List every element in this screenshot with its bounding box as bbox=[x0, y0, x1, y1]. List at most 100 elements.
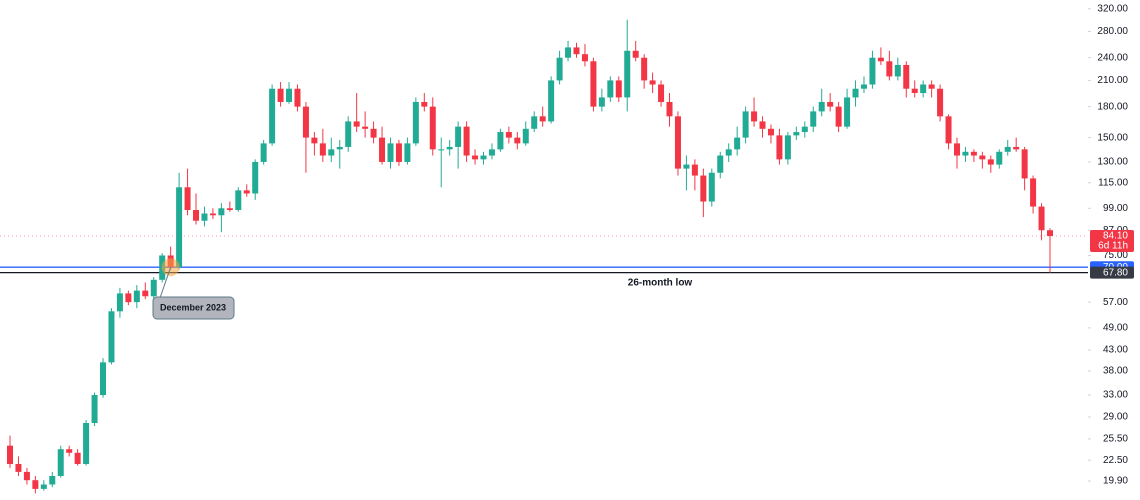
candle-body bbox=[658, 84, 665, 102]
candle-body bbox=[877, 57, 884, 62]
candle-body bbox=[336, 146, 343, 150]
candle-body bbox=[784, 135, 791, 160]
candle-body bbox=[979, 155, 986, 160]
y-tick-label: 280.00 bbox=[1097, 26, 1128, 37]
y-tick-label: 320.00 bbox=[1097, 3, 1128, 14]
candle-body bbox=[903, 64, 910, 89]
candle-body bbox=[91, 395, 98, 423]
candle-body bbox=[193, 209, 200, 221]
candle-body bbox=[201, 213, 208, 221]
candle-body bbox=[463, 126, 470, 156]
candle-body bbox=[353, 121, 360, 127]
candle-body bbox=[793, 132, 800, 136]
candle-body bbox=[987, 159, 994, 165]
candle-body bbox=[844, 97, 851, 127]
candle-body bbox=[480, 155, 487, 160]
candle-body bbox=[632, 50, 639, 58]
candle-body bbox=[607, 80, 614, 98]
line-label: 26-month low bbox=[628, 277, 693, 288]
candle-body bbox=[691, 164, 698, 176]
candle-body bbox=[32, 480, 39, 489]
candle-body bbox=[370, 128, 377, 138]
candle-body bbox=[328, 149, 335, 156]
candle-body bbox=[108, 311, 115, 363]
candle-body bbox=[759, 121, 766, 129]
candle-body bbox=[810, 111, 817, 127]
candle-body bbox=[1013, 146, 1020, 150]
candle-body bbox=[362, 126, 369, 129]
candle-body bbox=[100, 362, 107, 396]
candle-body bbox=[674, 116, 681, 169]
y-tick-label: 115.00 bbox=[1098, 177, 1128, 188]
candle-body bbox=[488, 149, 495, 156]
candle-body bbox=[150, 279, 157, 297]
candle-body bbox=[767, 128, 774, 136]
y-tick-label: 29.00 bbox=[1103, 412, 1128, 423]
candle-body bbox=[311, 137, 318, 144]
candle-body bbox=[514, 137, 521, 144]
candle-body bbox=[176, 187, 183, 268]
candle-body bbox=[243, 190, 250, 194]
candle-body bbox=[937, 88, 944, 117]
y-tick-label: 19.90 bbox=[1103, 476, 1128, 487]
candle-body bbox=[894, 64, 901, 77]
candle-body bbox=[395, 143, 402, 162]
candle-body bbox=[286, 88, 293, 102]
candle-body bbox=[531, 116, 538, 129]
candle-body bbox=[142, 290, 149, 297]
candle-body bbox=[860, 84, 867, 89]
candle-body bbox=[734, 137, 741, 150]
candle-body bbox=[277, 88, 284, 102]
candle-body bbox=[345, 121, 352, 147]
candle-body bbox=[7, 445, 13, 464]
candle-body bbox=[1021, 149, 1028, 179]
price-tag bbox=[1090, 229, 1134, 252]
candle-body bbox=[886, 61, 893, 77]
candle-body bbox=[412, 101, 419, 144]
y-tick-label: 150.00 bbox=[1097, 132, 1128, 143]
candle-body bbox=[953, 143, 960, 156]
candle-body bbox=[40, 484, 47, 489]
y-tick-label: 33.00 bbox=[1103, 390, 1128, 401]
candle-body bbox=[539, 116, 546, 122]
candle-body bbox=[641, 57, 648, 81]
y-tick-label: 99.00 bbox=[1103, 203, 1128, 214]
candle-body bbox=[294, 88, 301, 107]
candle-body bbox=[717, 155, 724, 173]
candle-body bbox=[624, 50, 631, 98]
y-tick-label: 38.00 bbox=[1103, 366, 1128, 377]
candle-body bbox=[776, 135, 783, 160]
candle-body bbox=[387, 143, 394, 162]
candle-body bbox=[218, 208, 225, 216]
candle-body bbox=[57, 449, 64, 476]
candle-body bbox=[302, 106, 309, 138]
candle-body bbox=[404, 143, 411, 162]
candle-body bbox=[598, 97, 605, 107]
candle-body bbox=[818, 101, 825, 112]
candle-body bbox=[269, 88, 276, 144]
callout-text: December 2023 bbox=[160, 302, 226, 312]
candle-body bbox=[421, 101, 428, 107]
candle-body bbox=[742, 111, 749, 138]
y-tick-label: 25.50 bbox=[1103, 434, 1128, 445]
candle-body bbox=[700, 175, 707, 202]
candle-body bbox=[573, 47, 580, 55]
candle-body bbox=[505, 132, 512, 138]
candle-body bbox=[23, 471, 30, 481]
candle-body bbox=[683, 164, 690, 169]
candle-body bbox=[945, 116, 952, 144]
price-tag-sublabel: 6d 11h bbox=[1098, 241, 1128, 252]
candle-body bbox=[835, 106, 842, 127]
candle-body bbox=[928, 84, 935, 89]
candle-body bbox=[911, 88, 918, 94]
candle-body bbox=[83, 422, 90, 464]
candle-body bbox=[235, 190, 242, 210]
candle-body bbox=[66, 449, 73, 453]
candle-body bbox=[565, 47, 572, 58]
y-tick-label: 240.00 bbox=[1097, 52, 1128, 63]
y-tick-label: 22.50 bbox=[1103, 455, 1128, 466]
callout-box bbox=[152, 296, 235, 320]
candle-body bbox=[1038, 206, 1045, 231]
callout-connector bbox=[159, 267, 172, 299]
